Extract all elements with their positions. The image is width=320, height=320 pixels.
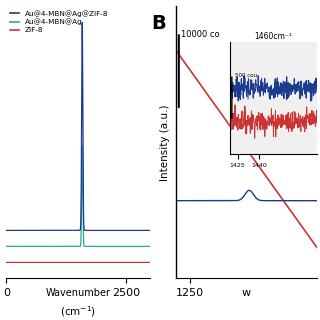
Text: w: w bbox=[242, 288, 251, 298]
Y-axis label: Intensity (a.u.): Intensity (a.u.) bbox=[160, 104, 171, 181]
Legend: Au@4-MBN@Ag@ZIF-8, Au@4-MBN@Ag, ZIF-8: Au@4-MBN@Ag@ZIF-8, Au@4-MBN@Ag, ZIF-8 bbox=[7, 7, 111, 36]
Title: 1460cm⁻¹: 1460cm⁻¹ bbox=[255, 32, 292, 41]
Text: 10000 co: 10000 co bbox=[181, 30, 220, 39]
Text: 500 cou: 500 cou bbox=[235, 73, 257, 78]
Text: Wavenumber: Wavenumber bbox=[46, 288, 111, 298]
Text: B: B bbox=[151, 14, 166, 33]
Text: (cm$^{-1}$): (cm$^{-1}$) bbox=[60, 304, 96, 319]
